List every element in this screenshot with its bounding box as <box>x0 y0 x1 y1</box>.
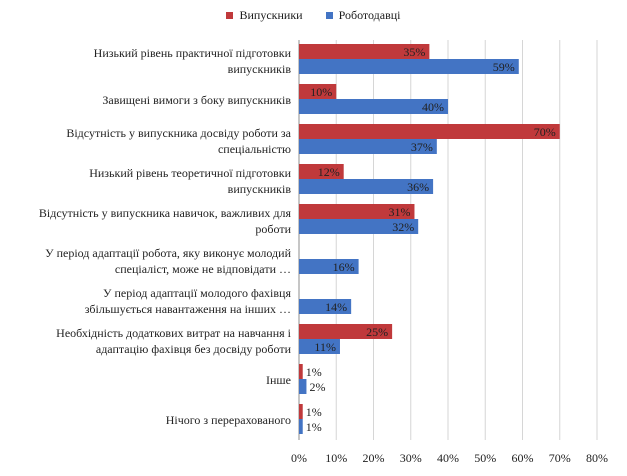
data-label: 1% <box>306 420 322 434</box>
bar-robotodavtsi <box>299 299 352 314</box>
legend-label-series-2: Роботодавці <box>338 8 401 22</box>
category-label: Відсутність у випускника досвіду роботи … <box>66 126 291 156</box>
bar-vypusknyky <box>299 324 393 339</box>
category-label: У період адаптації робота, яку виконує м… <box>45 246 291 276</box>
category-label: У період адаптації молодого фахівця збіль… <box>85 286 292 316</box>
bar-robotodavtsi <box>299 179 434 194</box>
legend-item-series-1: Випускники <box>226 8 303 23</box>
bar-vypusknyky <box>299 204 415 219</box>
data-label: 11% <box>314 340 336 354</box>
x-tick-label: 60% <box>512 451 534 465</box>
bar-robotodavtsi <box>299 419 303 434</box>
bar-vypusknyky <box>299 84 337 99</box>
data-label: 12% <box>318 165 340 179</box>
legend-label-series-1: Випускники <box>239 8 303 22</box>
bar-robotodavtsi <box>299 379 307 394</box>
bar-robotodavtsi <box>299 219 419 234</box>
bar-vypusknyky <box>299 44 430 59</box>
x-tick-label: 0% <box>291 451 307 465</box>
data-label: 37% <box>411 140 433 154</box>
legend-swatch-series-2 <box>325 12 333 19</box>
data-label: 40% <box>422 100 444 114</box>
category-label: Низький рівень теоретичної підготовки вип… <box>89 166 291 196</box>
x-tick-label: 30% <box>400 451 422 465</box>
bar-robotodavtsi <box>299 339 340 354</box>
data-label: 2% <box>309 380 325 394</box>
x-tick-label: 50% <box>474 451 496 465</box>
x-tick-label: 40% <box>437 451 459 465</box>
bar-robotodavtsi <box>299 139 437 154</box>
data-label: 32% <box>392 220 414 234</box>
data-label: 25% <box>366 325 388 339</box>
bar-vypusknyky <box>299 404 303 419</box>
category-label: Необхідність додаткових витрат на навчан… <box>56 326 291 356</box>
x-tick-label: 80% <box>586 451 608 465</box>
data-label: 1% <box>306 405 322 419</box>
category-label: Низький рівень практичної підготовки випу… <box>94 46 292 76</box>
legend-item-series-2: Роботодавці <box>325 8 401 23</box>
bar-robotodavtsi <box>299 59 519 74</box>
data-label: 59% <box>493 60 515 74</box>
legend-swatch-series-1 <box>226 12 234 19</box>
data-label: 36% <box>407 180 429 194</box>
category-label: Завищені вимоги з боку випускників <box>102 93 291 107</box>
bar-vypusknyky <box>299 364 303 379</box>
x-tick-label: 20% <box>363 451 385 465</box>
bar-vypusknyky <box>299 164 344 179</box>
category-label: Відсутність у випускника навичок, важлив… <box>39 206 292 236</box>
bar-robotodavtsi <box>299 99 448 114</box>
data-label: 31% <box>388 205 410 219</box>
data-label: 16% <box>333 260 355 274</box>
data-label: 70% <box>534 125 556 139</box>
x-tick-label: 70% <box>549 451 571 465</box>
data-label: 1% <box>306 365 322 379</box>
bar-vypusknyky <box>299 124 560 139</box>
bar-robotodavtsi <box>299 259 359 274</box>
category-label: Інше <box>266 373 291 387</box>
data-label: 14% <box>325 300 347 314</box>
x-tick-label: 10% <box>325 451 347 465</box>
chart-legend: Випускники Роботодавці <box>0 8 627 23</box>
category-label: Нічого з перерахованого <box>166 413 291 427</box>
data-label: 10% <box>310 85 332 99</box>
data-label: 35% <box>403 45 425 59</box>
